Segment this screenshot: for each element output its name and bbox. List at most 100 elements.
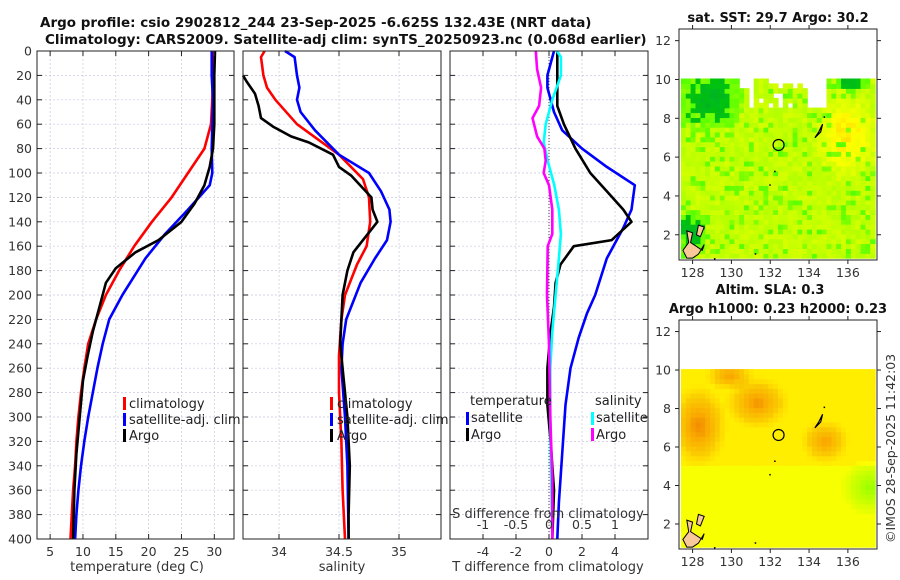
sst-cell xyxy=(797,112,803,118)
sst-cell xyxy=(841,243,847,249)
sst-cell xyxy=(850,83,857,89)
sla-cell xyxy=(710,523,716,529)
sst-cell xyxy=(734,102,740,109)
y-tick-label: 20 xyxy=(16,68,32,83)
sst-cell xyxy=(753,83,760,89)
sla-cell xyxy=(812,532,818,538)
sst-cell xyxy=(773,224,779,230)
sla-cell xyxy=(782,508,789,514)
sla-cell xyxy=(870,499,876,505)
sst-cell xyxy=(763,117,769,123)
sst-cell xyxy=(831,107,837,114)
sla-cell xyxy=(734,450,740,457)
sst-cell xyxy=(782,93,789,99)
sst-cell xyxy=(680,185,687,191)
sst-cell xyxy=(836,219,842,225)
sst-cell xyxy=(855,136,862,143)
sst-cell xyxy=(734,97,740,104)
sst-cell xyxy=(744,175,750,182)
sst-cell xyxy=(714,112,721,118)
sst-cell xyxy=(841,127,847,133)
sst-cell xyxy=(695,88,701,94)
sla-cell xyxy=(802,503,808,510)
sla-cell xyxy=(753,373,760,380)
sla-cell xyxy=(744,479,750,486)
sla-cell xyxy=(748,412,755,418)
sla-cell xyxy=(816,537,823,543)
sla-cell xyxy=(802,417,808,423)
sst-cell xyxy=(870,199,876,206)
sla-cell xyxy=(836,436,842,442)
sst-cell xyxy=(850,97,857,104)
sla-cell xyxy=(845,479,852,486)
sst-cell xyxy=(831,112,837,118)
sst-cell xyxy=(778,233,784,240)
sst-cell xyxy=(850,180,857,186)
salinity-panel: 34 34.5 35 salinity climatology satellite-… xyxy=(241,49,449,575)
sla-cell xyxy=(778,446,784,452)
sla-cell xyxy=(739,465,745,471)
sla-cell xyxy=(758,489,765,495)
sla-cell xyxy=(787,441,794,447)
sst-cell xyxy=(680,219,687,225)
sla-cell xyxy=(739,378,745,385)
sst-cell xyxy=(695,204,701,211)
sst-cell xyxy=(870,122,876,128)
sla-cell xyxy=(816,393,823,399)
sst-cell xyxy=(836,204,842,211)
sla-cell xyxy=(768,527,774,534)
sst-cell xyxy=(826,224,832,230)
sst-cell xyxy=(758,122,765,128)
sst-cell xyxy=(826,214,832,220)
sla-cell xyxy=(787,388,794,394)
sst-cell xyxy=(685,190,692,196)
sla-cell xyxy=(773,527,779,534)
sst-cell xyxy=(710,253,716,259)
sst-cell xyxy=(821,195,828,201)
sla-cell xyxy=(773,441,779,447)
sla-cell xyxy=(836,489,842,495)
sla-cell xyxy=(812,503,818,510)
sla-cell xyxy=(792,489,799,495)
sst-cell xyxy=(685,195,692,201)
sst-cell xyxy=(748,127,755,133)
sst-cell xyxy=(714,170,721,177)
sst-cell xyxy=(724,233,731,240)
sst-cell xyxy=(807,170,813,177)
sst-cell xyxy=(729,102,735,109)
sla-cell xyxy=(855,470,862,476)
sla-cell xyxy=(758,426,765,433)
sla-cell xyxy=(782,417,789,423)
sla-cell xyxy=(695,383,701,389)
sla-cell xyxy=(865,542,871,548)
sla-cell xyxy=(802,470,808,476)
y-tick-label: 60 xyxy=(16,117,32,132)
sst-cell xyxy=(729,253,735,259)
sst-cell xyxy=(768,97,774,104)
sst-cell xyxy=(705,238,711,245)
sst-cell xyxy=(719,97,726,104)
sla-cell xyxy=(860,431,866,437)
land-halmahera xyxy=(682,230,705,259)
sst-cell xyxy=(719,199,726,206)
sst-cell xyxy=(826,131,832,138)
sst-map-land xyxy=(682,116,826,260)
sla-cell xyxy=(680,388,687,394)
sst-cell xyxy=(705,117,711,123)
sla-cell xyxy=(792,470,799,476)
sst-cell xyxy=(821,243,828,249)
sla-cell xyxy=(826,397,832,404)
sst-cell xyxy=(860,156,866,162)
sla-cell xyxy=(700,446,706,452)
sst-cell xyxy=(734,224,740,230)
sst-cell xyxy=(860,243,866,249)
sst-cell xyxy=(845,156,852,162)
sst-cell xyxy=(768,146,774,152)
sst-cell xyxy=(870,88,876,94)
sst-cell xyxy=(744,170,750,177)
sst-cell xyxy=(710,214,716,220)
sla-cell xyxy=(787,378,794,385)
sst-cell xyxy=(870,214,876,220)
sla-cell xyxy=(802,460,808,466)
sst-cell xyxy=(773,175,779,182)
